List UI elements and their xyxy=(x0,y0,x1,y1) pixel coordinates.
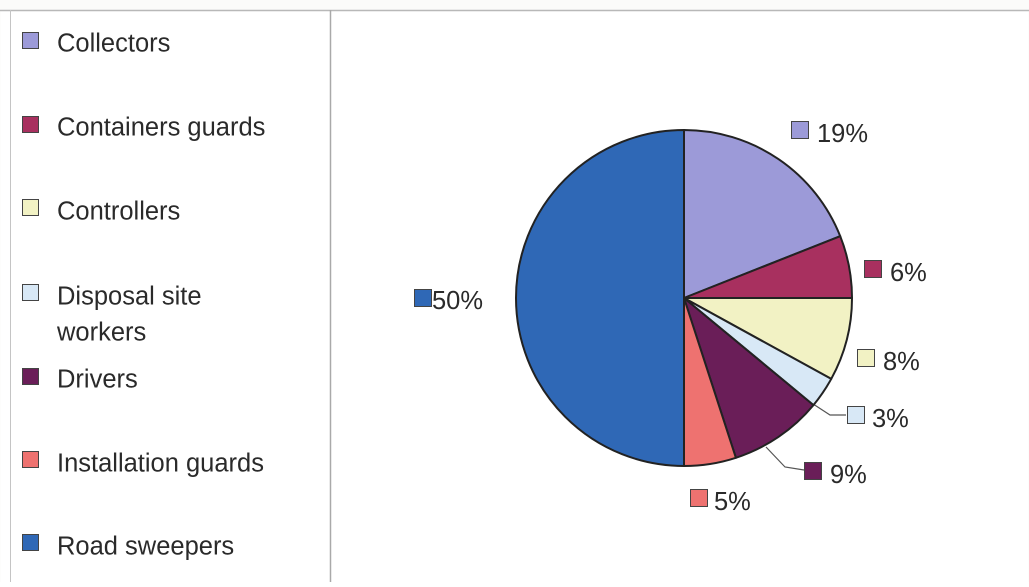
leader-line-drivers xyxy=(765,446,805,471)
data-label-road-sweepers: 50% xyxy=(414,287,483,315)
legend-swatch-installation-guards xyxy=(22,451,39,468)
data-labels: 19% 6% 8% 3%9% 5% 50% xyxy=(414,120,927,516)
data-label-text-road-sweepers: 50% xyxy=(432,287,483,315)
pie-slices xyxy=(515,129,853,467)
plot-background xyxy=(0,10,1029,582)
data-label-swatch-road-sweepers xyxy=(414,289,432,307)
data-label-drivers: 9% xyxy=(804,461,867,489)
legend-item-collectors: Collectors xyxy=(22,30,170,58)
legend-label-road-sweepers: Road sweepers xyxy=(57,533,234,561)
data-label-text-controllers: 8% xyxy=(883,348,920,376)
legend-item-installation-guards: Installation guards xyxy=(22,450,264,478)
data-label-swatch-collectors xyxy=(791,121,809,139)
legend-swatch-road-sweepers xyxy=(22,534,39,551)
data-label-swatch-controllers xyxy=(857,349,875,367)
legend-swatch-disposal-site-workers xyxy=(22,284,39,301)
legend-item-disposal-site-workers: Disposal site workers xyxy=(22,283,202,347)
pie-slice-collectors xyxy=(683,129,842,299)
plot-frame xyxy=(0,9,1029,582)
legend-label-drivers: Drivers xyxy=(57,366,138,394)
legend-swatch-containers-guards xyxy=(22,116,39,133)
data-label-containers-guards: 6% xyxy=(864,259,927,287)
data-label-disposal-site-workers: 3% xyxy=(847,405,909,433)
legend-swatch-drivers xyxy=(22,368,39,385)
data-label-text-drivers: 9% xyxy=(830,461,867,489)
legend-item-road-sweepers: Road sweepers xyxy=(22,533,234,561)
data-label-text-disposal-site-workers: 3% xyxy=(872,405,909,433)
data-label-swatch-drivers xyxy=(804,462,822,480)
data-label-controllers: 8% xyxy=(857,348,920,376)
legend-label-controllers: Controllers xyxy=(57,198,180,226)
data-label-text-collectors: 19% xyxy=(817,120,868,148)
legend-swatch-collectors xyxy=(22,32,39,49)
legend-swatch-controllers xyxy=(22,199,39,216)
legend-label-containers-guards: Containers guards xyxy=(57,114,265,142)
legend-item-containers-guards: Containers guards xyxy=(22,114,265,142)
legend-item-drivers: Drivers xyxy=(22,366,138,394)
data-label-swatch-installation-guards xyxy=(690,489,708,507)
legend-label-disposal-site-workers-1: Disposal site xyxy=(57,283,202,311)
legend-item-controllers: Controllers xyxy=(22,198,180,226)
data-label-swatch-containers-guards xyxy=(864,260,882,278)
data-label-text-installation-guards: 5% xyxy=(714,488,751,516)
data-label-installation-guards: 5% xyxy=(690,488,751,516)
pie-slice-drivers xyxy=(683,297,815,459)
pie-slice-road-sweepers xyxy=(515,129,685,467)
legend-label-disposal-site-workers-2: workers xyxy=(56,319,146,347)
legend-label-installation-guards: Installation guards xyxy=(57,450,264,478)
data-label-swatch-disposal-site-workers xyxy=(847,406,865,424)
legend-label-collectors: Collectors xyxy=(57,30,170,58)
data-label-collectors: 19% xyxy=(791,120,868,148)
data-label-text-containers-guards: 6% xyxy=(890,259,927,287)
legend: Collectors Containers guards Controllers Di… xyxy=(22,30,265,561)
